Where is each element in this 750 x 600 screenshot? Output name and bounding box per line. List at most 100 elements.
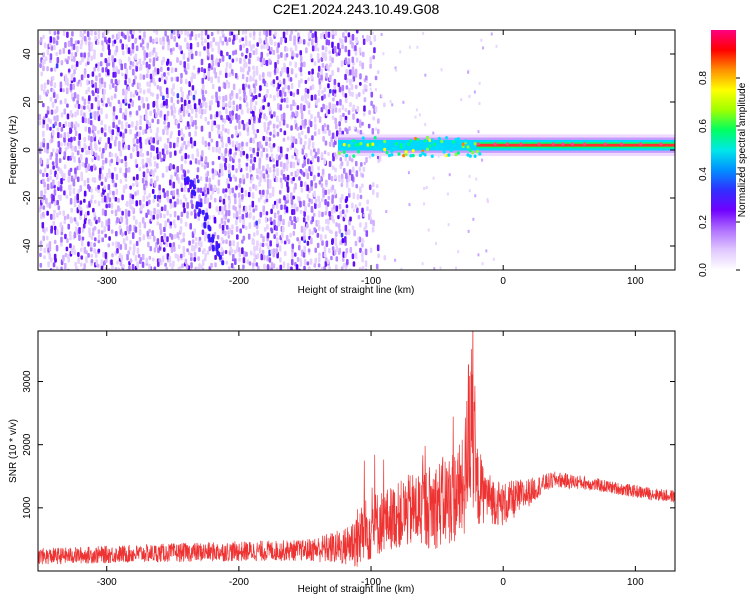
spectrogram-cell (252, 35, 256, 41)
spectrogram-cell (380, 148, 384, 152)
spectrogram-cell (240, 109, 244, 115)
spectrogram-cell (248, 88, 252, 96)
spectrogram-cell (330, 230, 333, 235)
spectrogram-cell (52, 91, 56, 98)
spectrogram-cell (361, 265, 365, 270)
spectrogram-cell (282, 218, 285, 226)
spectrogram-cell (145, 174, 148, 181)
spectrogram-cell (371, 31, 374, 35)
spectrogram-cell (238, 158, 241, 163)
spectrogram-cell (170, 109, 174, 116)
spectrogram-cell (120, 158, 124, 164)
spectrogram-cell (240, 145, 244, 151)
spectrogram-cell (56, 30, 60, 35)
spectrogram-cell (378, 144, 382, 148)
spectrogram-cell (103, 124, 107, 131)
spectrogram-cell (107, 224, 111, 232)
spectrogram-cell (197, 159, 201, 165)
spectrogram-cell (55, 40, 59, 46)
spectrogram-cell (314, 151, 318, 157)
spectrogram-cell (359, 129, 363, 135)
spectrogram-cell (78, 234, 81, 242)
spectrogram-cell (305, 47, 308, 54)
spectrogram-cell (85, 150, 88, 156)
spectrogram-cell (77, 140, 81, 146)
spectrogram-cell (276, 167, 279, 173)
spectrogram-cell (200, 36, 204, 41)
spectrogram-cell (279, 104, 283, 111)
spectrogram-cell (217, 129, 220, 135)
spectrogram-cell (68, 231, 72, 237)
spectrogram-cell (241, 67, 245, 73)
spectrogram-cell (252, 110, 255, 117)
spectrogram-cell (170, 32, 173, 40)
spectrogram-cell (134, 219, 138, 225)
spectrogram-cell (314, 94, 317, 101)
spectrogram-cell (273, 41, 277, 47)
spectrogram-cell (327, 93, 331, 98)
spectrogram-cell (260, 51, 264, 59)
spectrogram-cell (170, 76, 174, 82)
spectrogram-cell (259, 242, 263, 248)
spectrogram-cell (295, 264, 299, 270)
spectrogram-cell (57, 186, 60, 192)
spectrogram-cell (323, 246, 327, 254)
spectrogram-cell (294, 61, 298, 68)
spectrogram-cell (318, 84, 322, 90)
spectrogram-cell (180, 30, 183, 35)
spectrogram-cell (77, 252, 80, 257)
spectrogram-cell (456, 151, 460, 155)
spectrogram-cell (223, 118, 227, 124)
spectrogram-cell (285, 47, 289, 52)
spectrogram-cell (246, 259, 250, 265)
spectrogram-cell (93, 242, 96, 248)
spectrogram-cell (252, 95, 256, 101)
spectrogram-cell (252, 50, 256, 56)
spectrogram-cell (471, 150, 475, 155)
spectrogram-cell (126, 225, 129, 232)
spectrogram-cell (357, 143, 361, 147)
spectrogram-cell (426, 147, 430, 152)
spectrogram-cell (239, 178, 242, 184)
spectrogram-cell (414, 136, 418, 141)
spectrogram-cell (104, 57, 108, 64)
spectrogram-cell (70, 207, 73, 213)
spectrogram-cell (124, 155, 127, 162)
spectrogram-cell (159, 223, 162, 231)
spectrogram-cell (269, 94, 272, 99)
spectrogram-cell (351, 253, 355, 260)
spectrogram-cell (354, 143, 358, 147)
spectrogram-cell (43, 82, 47, 89)
spectrogram-cell (428, 138, 432, 142)
spectrogram-cell (210, 262, 213, 268)
spectrogram-cell (158, 77, 162, 82)
spectrogram-cell (243, 58, 246, 64)
spectrogram-cell (103, 30, 107, 36)
spectrogram-cell (184, 159, 187, 164)
spectrogram-cell (176, 93, 180, 99)
spectrogram-cell (158, 184, 161, 191)
spectrogram-cell (134, 226, 138, 233)
spectrogram-cell (97, 216, 101, 223)
spectrogram-cell (145, 108, 148, 116)
spectrogram-cell (281, 232, 284, 238)
spectrogram-cell (411, 153, 415, 158)
spectrogram-cell (198, 51, 202, 57)
spectrogram-cell (293, 252, 297, 257)
spectrogram-cell (442, 150, 446, 154)
spectrogram-cell (204, 101, 208, 109)
spectrogram-cell (188, 81, 191, 88)
spectrogram-cell (307, 77, 310, 82)
spectrogram-cell (373, 136, 377, 140)
spectrogram-cell (87, 163, 90, 171)
spectrogram-cell (249, 165, 252, 173)
spectrogram-cell (258, 162, 261, 170)
spectrogram-cell (214, 254, 217, 261)
spectrogram-cell (372, 55, 375, 60)
spectrogram-cell (131, 48, 135, 54)
spectrogram-cell (180, 96, 184, 103)
spectrogram-cell (639, 142, 643, 146)
spectrogram-cell (93, 177, 97, 184)
spectrogram-cell (170, 67, 174, 74)
spectrogram-cell (93, 49, 96, 57)
